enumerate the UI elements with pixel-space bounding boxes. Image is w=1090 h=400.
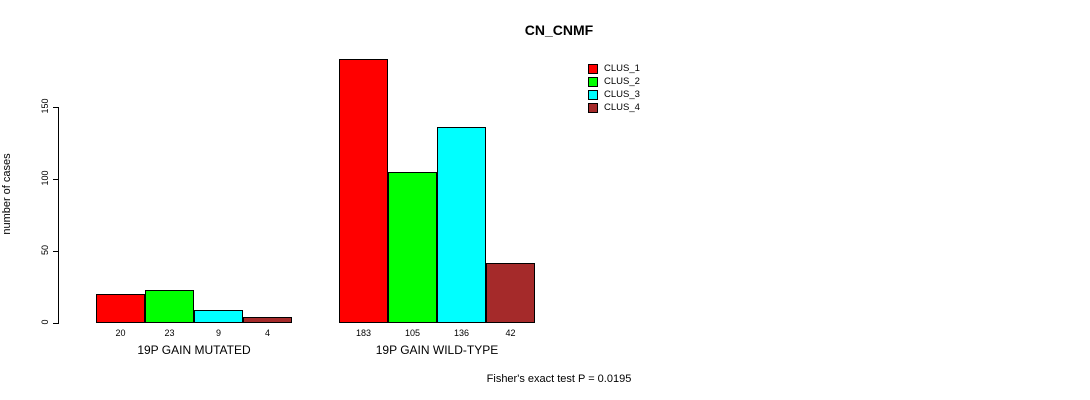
bar-clus_1-2 [339, 59, 388, 323]
bar-clus_4-1 [243, 317, 292, 323]
bar-value-label: 136 [453, 328, 470, 338]
bar-clus_1-1 [96, 294, 145, 323]
y-axis-label: number of cases [1, 153, 13, 235]
legend: CLUS_1 CLUS_2 CLUS_3 CLUS_4 [588, 62, 640, 114]
y-tick-label: 0 [40, 319, 50, 325]
group-label: 19P GAIN MUTATED [137, 343, 251, 357]
bar-value-label: 183 [355, 328, 372, 338]
bar-clus_2-2 [388, 171, 437, 323]
legend-label: CLUS_4 [604, 102, 640, 113]
bar-value-label: 42 [505, 328, 516, 338]
y-tick-label: 100 [40, 170, 50, 186]
bar-value-label: 105 [404, 328, 421, 338]
legend-label: CLUS_2 [604, 76, 640, 87]
legend-item: CLUS_1 [588, 62, 640, 75]
y-axis-line [58, 107, 59, 324]
bar-value-label: 9 [215, 328, 221, 338]
bar-clus_2-1 [145, 289, 194, 323]
bar-clus_3-2 [437, 127, 486, 323]
y-tick-mark [53, 178, 58, 180]
fisher-test-annotation: Fisher's exact test P = 0.0195 [486, 373, 632, 385]
legend-item: CLUS_4 [588, 101, 640, 114]
y-tick-label: 50 [40, 245, 50, 256]
bar-clus_3-1 [194, 310, 243, 323]
y-tick-mark [53, 250, 58, 252]
legend-item: CLUS_3 [588, 88, 640, 101]
legend-label: CLUS_1 [604, 63, 640, 74]
group-label: 19P GAIN WILD-TYPE [375, 343, 499, 357]
y-tick-label: 150 [40, 98, 50, 114]
bar-value-label: 23 [164, 328, 175, 338]
y-tick-mark [53, 322, 58, 324]
bar-clus_4-2 [486, 262, 535, 323]
y-tick-mark [53, 106, 58, 108]
legend-label: CLUS_3 [604, 89, 640, 100]
legend-item: CLUS_2 [588, 75, 640, 88]
legend-swatch-icon [588, 76, 598, 87]
bar-value-label: 4 [264, 328, 270, 338]
bar-value-label: 20 [115, 328, 126, 338]
legend-swatch-icon [588, 102, 598, 113]
plot-title: CN_CNMF [524, 22, 594, 38]
legend-swatch-icon [588, 63, 598, 74]
legend-swatch-icon [588, 89, 598, 100]
